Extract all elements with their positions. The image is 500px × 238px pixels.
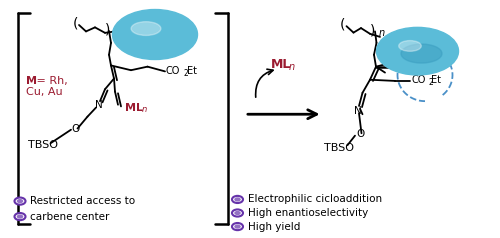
Text: (: ( — [72, 17, 78, 31]
Text: M: M — [26, 76, 37, 86]
Text: ML: ML — [125, 103, 143, 113]
Ellipse shape — [232, 196, 243, 203]
Ellipse shape — [17, 214, 23, 219]
Text: Nu: Nu — [146, 28, 165, 41]
Ellipse shape — [234, 211, 241, 215]
Text: Et: Et — [187, 66, 197, 76]
Text: ): ) — [105, 23, 110, 37]
Ellipse shape — [232, 223, 243, 230]
Text: n: n — [289, 62, 295, 72]
Text: Cu, Au: Cu, Au — [26, 87, 63, 97]
Ellipse shape — [14, 198, 26, 205]
Ellipse shape — [232, 209, 243, 217]
Text: n: n — [114, 27, 120, 37]
Text: carbene center: carbene center — [30, 212, 110, 222]
Text: Et: Et — [432, 75, 442, 85]
Ellipse shape — [398, 40, 421, 51]
Text: 2: 2 — [428, 78, 433, 87]
Ellipse shape — [131, 22, 161, 35]
Text: N: N — [95, 100, 103, 110]
Ellipse shape — [234, 197, 241, 202]
Text: = Rh,: = Rh, — [33, 76, 68, 86]
Text: n: n — [142, 105, 147, 114]
Text: Electrophilic cicloaddition: Electrophilic cicloaddition — [248, 194, 382, 204]
Text: ): ) — [370, 24, 375, 37]
Text: CO: CO — [411, 75, 426, 85]
Text: (: ( — [340, 18, 345, 32]
Text: Restricted access to: Restricted access to — [30, 196, 135, 206]
Text: TBSO: TBSO — [324, 143, 354, 153]
Ellipse shape — [234, 224, 241, 229]
Text: TBSO: TBSO — [28, 140, 58, 150]
Text: CO: CO — [166, 66, 180, 76]
Text: Nu: Nu — [408, 45, 427, 58]
Text: n: n — [379, 28, 385, 38]
Text: O: O — [356, 129, 364, 139]
Text: High enantioselectivity: High enantioselectivity — [248, 208, 368, 218]
Text: High yield: High yield — [248, 222, 300, 232]
Text: ML: ML — [270, 58, 291, 71]
Text: O: O — [72, 124, 80, 134]
Ellipse shape — [14, 213, 26, 220]
Ellipse shape — [112, 10, 198, 60]
Ellipse shape — [401, 44, 442, 63]
Ellipse shape — [17, 199, 23, 203]
Text: 2: 2 — [184, 69, 189, 78]
Ellipse shape — [376, 27, 458, 75]
Text: N: N — [354, 106, 362, 116]
